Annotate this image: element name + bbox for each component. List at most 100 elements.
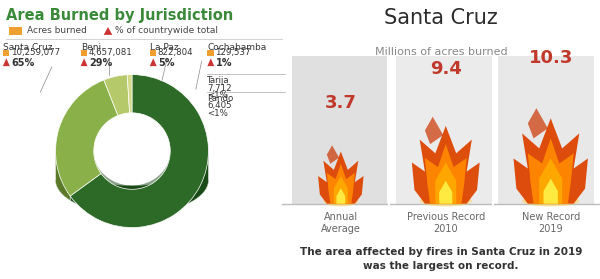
Text: 6,405: 6,405	[208, 101, 232, 110]
Polygon shape	[167, 193, 203, 194]
Polygon shape	[56, 182, 94, 183]
Polygon shape	[67, 198, 100, 199]
Text: 822,804: 822,804	[158, 48, 193, 57]
Wedge shape	[104, 75, 130, 116]
Polygon shape	[94, 150, 101, 200]
Polygon shape	[163, 199, 195, 200]
Polygon shape	[62, 194, 97, 195]
Text: Pando: Pando	[208, 94, 233, 103]
Polygon shape	[83, 206, 108, 207]
Text: 7,712: 7,712	[208, 84, 232, 93]
Polygon shape	[168, 191, 205, 192]
Polygon shape	[208, 58, 214, 66]
Polygon shape	[169, 187, 207, 188]
Polygon shape	[56, 186, 94, 187]
Polygon shape	[70, 150, 208, 215]
Polygon shape	[169, 190, 205, 191]
Polygon shape	[58, 188, 95, 189]
Polygon shape	[101, 150, 170, 215]
Polygon shape	[156, 206, 181, 207]
Polygon shape	[59, 190, 95, 191]
FancyBboxPatch shape	[80, 50, 87, 56]
Polygon shape	[436, 162, 456, 204]
Text: Millions of acres burned: Millions of acres burned	[374, 47, 508, 57]
Ellipse shape	[522, 195, 580, 206]
Polygon shape	[77, 204, 105, 205]
Polygon shape	[56, 150, 70, 200]
Polygon shape	[425, 117, 443, 144]
Text: Cochabamba: Cochabamba	[208, 43, 266, 52]
Polygon shape	[3, 58, 10, 66]
Polygon shape	[169, 189, 206, 190]
Polygon shape	[327, 164, 355, 204]
Polygon shape	[104, 27, 112, 35]
Polygon shape	[65, 196, 98, 197]
Polygon shape	[327, 145, 339, 164]
Polygon shape	[334, 176, 348, 204]
Polygon shape	[166, 196, 199, 197]
Text: Beni: Beni	[80, 43, 101, 52]
Polygon shape	[167, 194, 202, 195]
Polygon shape	[56, 184, 94, 185]
Polygon shape	[165, 197, 199, 198]
Polygon shape	[150, 58, 157, 66]
Text: 4,657,081: 4,657,081	[89, 48, 133, 57]
Polygon shape	[159, 204, 187, 205]
FancyBboxPatch shape	[292, 56, 387, 204]
Text: New Record
2019: New Record 2019	[521, 212, 580, 234]
Polygon shape	[57, 187, 95, 188]
Polygon shape	[73, 202, 103, 203]
Text: 9.4: 9.4	[430, 60, 462, 78]
Polygon shape	[69, 199, 101, 200]
Polygon shape	[337, 188, 345, 204]
Wedge shape	[70, 74, 208, 228]
Text: Area Burned by Jurisdiction: Area Burned by Jurisdiction	[6, 8, 233, 23]
Wedge shape	[127, 74, 132, 113]
FancyBboxPatch shape	[3, 50, 9, 56]
Text: Santa Cruz: Santa Cruz	[3, 43, 52, 52]
Text: 1%: 1%	[216, 58, 233, 68]
Text: % of countrywide total: % of countrywide total	[115, 27, 218, 35]
Polygon shape	[169, 188, 206, 189]
FancyBboxPatch shape	[397, 56, 492, 204]
Polygon shape	[155, 207, 179, 208]
Polygon shape	[164, 198, 197, 199]
Text: 29%: 29%	[89, 58, 113, 68]
Polygon shape	[58, 189, 95, 190]
Polygon shape	[162, 201, 192, 202]
Polygon shape	[72, 201, 102, 202]
Polygon shape	[64, 195, 98, 196]
Polygon shape	[56, 180, 94, 181]
Text: 129,537: 129,537	[215, 48, 251, 57]
Text: Acres burned: Acres burned	[28, 27, 87, 35]
Text: <1%: <1%	[208, 109, 228, 118]
Text: Santa Cruz: Santa Cruz	[384, 8, 498, 28]
Polygon shape	[167, 192, 203, 193]
Polygon shape	[56, 181, 94, 182]
Polygon shape	[170, 182, 208, 183]
Wedge shape	[56, 80, 118, 196]
Polygon shape	[76, 203, 104, 204]
Text: <1%: <1%	[208, 91, 228, 100]
Polygon shape	[88, 208, 110, 209]
Polygon shape	[170, 186, 208, 187]
Text: 3.7: 3.7	[325, 93, 357, 112]
FancyBboxPatch shape	[8, 27, 22, 35]
Polygon shape	[65, 197, 99, 198]
Text: La Paz: La Paz	[150, 43, 178, 52]
Polygon shape	[61, 193, 97, 194]
Polygon shape	[170, 180, 208, 181]
Text: The area affected by fires in Santa Cruz in 2019
was the largest on record.: The area affected by fires in Santa Cruz…	[300, 247, 582, 271]
Polygon shape	[70, 200, 101, 201]
Polygon shape	[80, 205, 106, 206]
Polygon shape	[59, 191, 96, 192]
Polygon shape	[170, 181, 208, 182]
Polygon shape	[56, 183, 94, 184]
Polygon shape	[170, 185, 208, 186]
Polygon shape	[528, 108, 548, 138]
Polygon shape	[539, 158, 562, 204]
Polygon shape	[412, 126, 479, 204]
Polygon shape	[160, 203, 188, 204]
Polygon shape	[91, 209, 112, 210]
FancyBboxPatch shape	[498, 56, 593, 204]
